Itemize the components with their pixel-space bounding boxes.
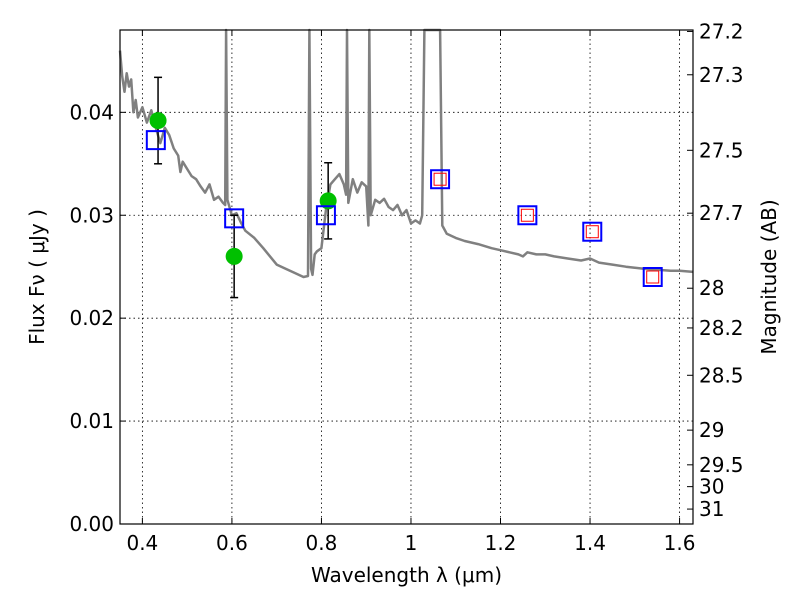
mag-tick-label: 30 <box>699 475 724 499</box>
ticks: 0.4 0.6 0.8 1 1.2 1.4 1.6 0.00 0.01 0.02 0.03 0.04 2… <box>69 19 743 555</box>
model-sed-line-group <box>118 28 694 279</box>
mag-tick-label: 27.2 <box>699 19 744 43</box>
y-tick-label: 0.04 <box>69 100 114 124</box>
model-square-red <box>646 270 660 284</box>
grid <box>120 30 693 525</box>
mag-tick-label: 28.2 <box>699 316 744 340</box>
mag-tick-label: 29 <box>699 418 724 442</box>
observed-point <box>319 192 337 210</box>
x-tick-label: 0.4 <box>126 531 158 555</box>
right-axis-title: Magnitude (AB) <box>757 199 781 354</box>
y-tick-label: 0.03 <box>69 203 114 227</box>
x-tick-label: 0.8 <box>306 531 338 555</box>
model-square-red <box>433 172 447 186</box>
mag-tick-label: 28 <box>699 276 724 300</box>
mag-tick-label: 28.5 <box>699 363 744 387</box>
x-axis-title: Wavelength λ (μm) <box>311 563 502 587</box>
y-tick-label: 0.00 <box>69 512 114 536</box>
mag-tick-label: 29.5 <box>699 453 744 477</box>
model-square-red <box>585 225 599 239</box>
x-tick-label: 0.6 <box>216 531 248 555</box>
model-square-blue <box>430 169 451 190</box>
x-tick-label: 1.4 <box>574 531 606 555</box>
model-square-blue <box>224 208 245 229</box>
y-tick-label: 0.02 <box>69 306 114 330</box>
observed-point <box>225 247 243 265</box>
model-blue-squares-group <box>145 130 663 287</box>
model-red-squares-group <box>433 172 660 284</box>
model-square-blue <box>642 267 663 287</box>
model-square-blue <box>145 130 166 151</box>
model-sed-line <box>118 28 694 279</box>
mag-tick-label: 27.3 <box>699 63 744 87</box>
model-square-blue <box>315 205 336 226</box>
plot-frame <box>119 29 694 525</box>
x-tick-label: 1 <box>405 531 418 555</box>
model-square-blue <box>517 205 538 226</box>
mag-tick-label: 27.5 <box>699 138 744 162</box>
y-tick-label: 0.01 <box>69 409 114 433</box>
x-tick-label: 1.6 <box>664 531 696 555</box>
model-square-red <box>520 208 534 222</box>
model-square-blue <box>582 221 603 242</box>
mag-tick-label: 27.7 <box>699 201 744 225</box>
observed-point <box>149 112 167 130</box>
x-tick-label: 1.2 <box>485 531 517 555</box>
observed-points-group <box>149 76 337 299</box>
mag-tick-label: 31 <box>699 497 724 521</box>
series-layer <box>118 28 694 299</box>
y-axis-title: Flux Fν ( μJy ) <box>25 209 49 345</box>
